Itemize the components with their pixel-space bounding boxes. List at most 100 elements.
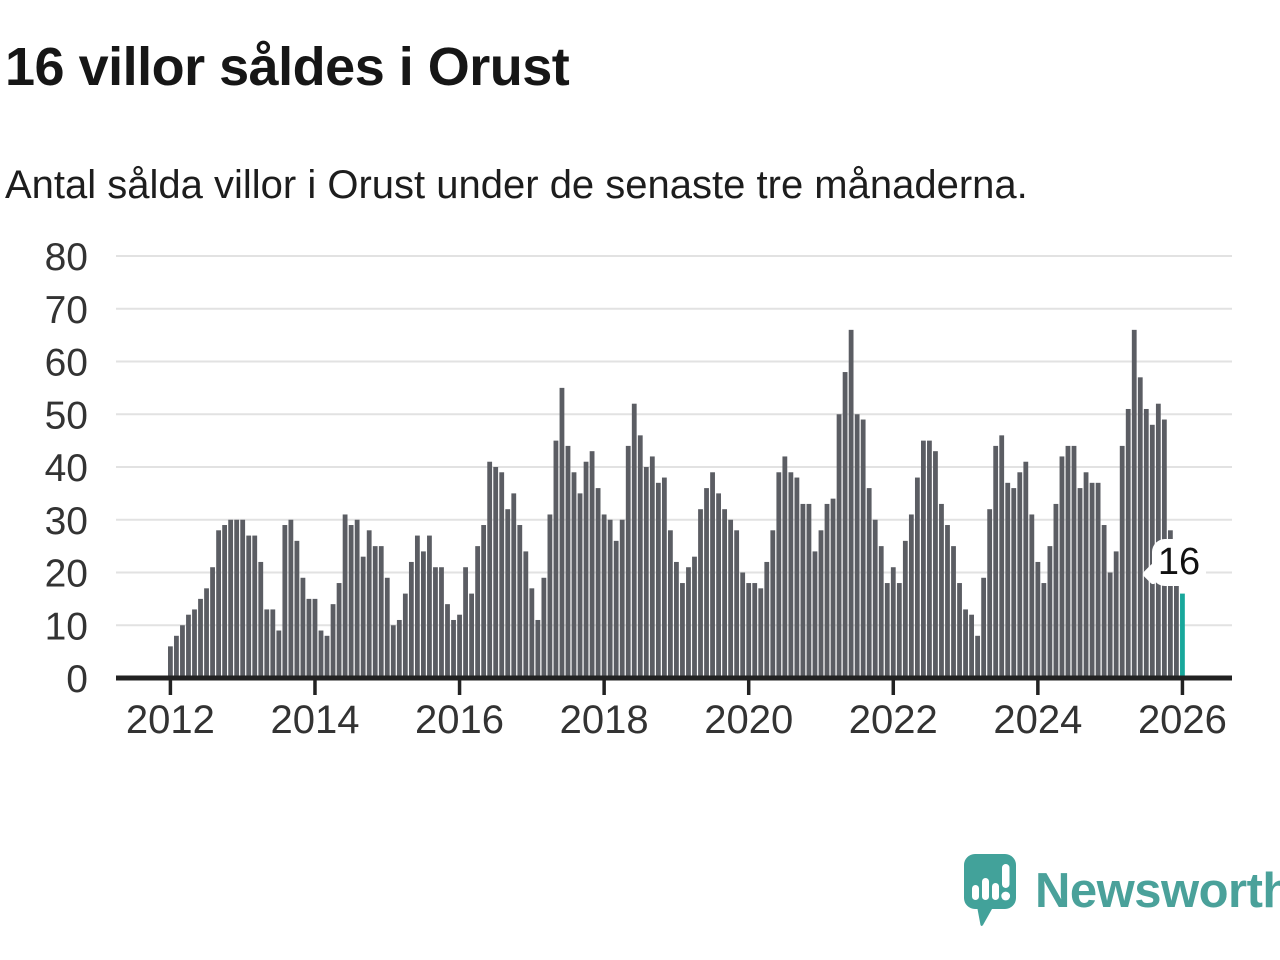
bar [625, 445, 631, 678]
bar [776, 472, 782, 678]
y-axis-label: 20 [45, 553, 88, 596]
bar [933, 451, 938, 678]
x-axis-label: 2024 [993, 698, 1082, 742]
bar [180, 625, 185, 678]
bar [294, 540, 300, 678]
bar [1023, 461, 1029, 678]
bar [1119, 445, 1125, 678]
bar [1095, 482, 1101, 678]
bar [1065, 445, 1071, 678]
bar [1137, 377, 1143, 678]
bar [336, 583, 342, 678]
bar [421, 551, 426, 678]
bar [740, 572, 746, 678]
bar [674, 561, 679, 678]
bar [957, 583, 962, 678]
bar [583, 461, 589, 678]
bar [517, 525, 523, 678]
bar [661, 477, 667, 678]
bar [1089, 482, 1095, 678]
bar [318, 630, 324, 678]
bar [902, 540, 908, 678]
bar [354, 519, 360, 678]
bar [433, 567, 438, 678]
bar [505, 509, 511, 678]
bar [607, 519, 613, 678]
bar [1083, 472, 1089, 678]
bar [836, 414, 842, 678]
bar [927, 440, 932, 678]
bar [577, 493, 583, 678]
bar [746, 583, 752, 678]
bar [511, 493, 517, 678]
bar [246, 535, 252, 678]
bar [499, 472, 505, 678]
bar [1017, 472, 1023, 678]
last-value-callout: 16 [1141, 539, 1206, 586]
bar [414, 535, 420, 678]
bar [330, 604, 336, 678]
bar [174, 635, 179, 678]
bar [698, 509, 703, 678]
newsworthy-logo-text: Newsworthy [1035, 864, 1280, 918]
bar [1077, 488, 1083, 678]
bar [680, 583, 685, 678]
bar [288, 519, 294, 678]
bar [439, 567, 444, 678]
bar [589, 451, 595, 678]
bar [1143, 408, 1149, 678]
bar [649, 456, 655, 678]
bar [1035, 561, 1041, 678]
bar [1059, 456, 1065, 678]
chart-subtitle: Antal sålda villor i Orust under de sena… [5, 163, 1028, 207]
bar [981, 577, 987, 678]
bar [921, 440, 926, 678]
bar [595, 488, 601, 678]
bar [1011, 488, 1017, 678]
bar [547, 514, 553, 678]
bar [186, 614, 191, 678]
bar [204, 588, 209, 678]
x-axis-label: 2022 [849, 698, 938, 742]
bar [1113, 551, 1119, 678]
bar [282, 525, 288, 678]
bar [300, 577, 306, 678]
bar [427, 535, 432, 678]
bar [451, 619, 456, 678]
bar [939, 503, 944, 678]
bar [619, 519, 625, 678]
bar [529, 588, 535, 678]
bar [794, 477, 800, 678]
bar [752, 583, 758, 678]
bar [378, 546, 384, 678]
bar [396, 619, 402, 678]
bar [270, 609, 276, 678]
bar [896, 583, 902, 678]
bar [222, 525, 228, 678]
bar [788, 472, 794, 678]
bar [1131, 329, 1137, 678]
bar [228, 519, 234, 678]
bar [445, 604, 450, 678]
newsworthy-logo: Newsworthy [962, 852, 1280, 930]
bar [667, 530, 673, 678]
bar [1167, 530, 1173, 678]
bar [908, 514, 914, 678]
bar [686, 567, 691, 678]
bar [655, 482, 661, 678]
bar [216, 530, 221, 678]
bar [613, 540, 619, 678]
bar [872, 519, 878, 678]
bar [541, 577, 547, 678]
bar [812, 551, 818, 678]
x-axis-label: 2016 [415, 698, 504, 742]
bar [240, 519, 246, 678]
y-axis-label: 40 [45, 447, 88, 490]
bar [366, 530, 372, 678]
bar [559, 387, 565, 678]
x-axis-label: 2014 [270, 698, 359, 742]
bar [234, 519, 240, 678]
bar [818, 530, 824, 678]
bar [722, 509, 728, 678]
bar [1174, 577, 1179, 678]
